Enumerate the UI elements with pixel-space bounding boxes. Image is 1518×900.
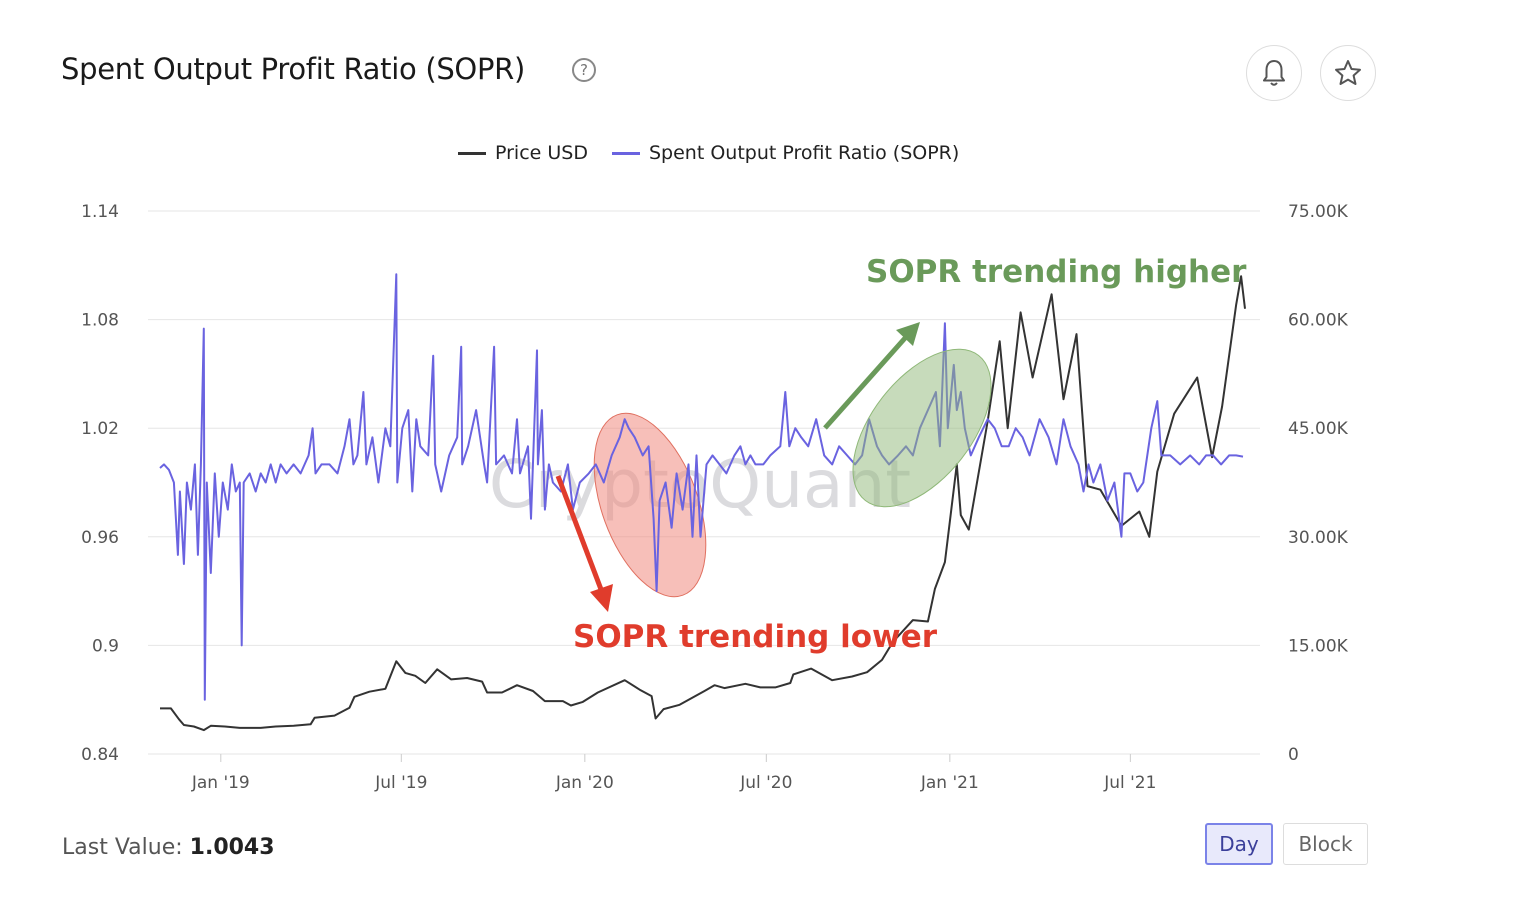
annotation-ellipse-higher xyxy=(852,348,992,508)
y-right-tick-label: 0 xyxy=(1288,745,1299,765)
chart-legend: Price USD Spent Output Profit Ratio (SOP… xyxy=(458,142,983,164)
favorite-button[interactable] xyxy=(1320,45,1376,101)
question-circle-icon[interactable]: ? xyxy=(572,58,596,82)
x-tick-label: Jan '20 xyxy=(555,773,614,793)
annotation-text-higher: SOPR trending higher xyxy=(866,254,1247,290)
y-right-tick-label: 75.00K xyxy=(1288,202,1349,222)
resolution-day-button[interactable]: Day xyxy=(1205,823,1273,865)
y-left-tick-label: 0.9 xyxy=(92,636,119,656)
y-left-tick-label: 0.96 xyxy=(81,528,119,548)
legend-item-sopr[interactable]: Spent Output Profit Ratio (SOPR) xyxy=(612,142,959,164)
annotation-arrow-higher xyxy=(823,322,920,430)
legend-label-sopr: Spent Output Profit Ratio (SOPR) xyxy=(649,142,960,164)
y-right-tick-label: 15.00K xyxy=(1288,636,1349,656)
resolution-block-button[interactable]: Block xyxy=(1283,823,1368,865)
annotation-text-lower: SOPR trending lower xyxy=(573,619,938,655)
x-tick-label: Jan '19 xyxy=(191,773,250,793)
bell-icon xyxy=(1263,60,1285,86)
series-line-sopr[interactable] xyxy=(159,273,1244,701)
last-value: Last Value: 1.0043 xyxy=(62,835,275,860)
series-line-price-usd[interactable] xyxy=(160,275,1246,732)
last-value-number: 1.0043 xyxy=(189,835,275,860)
x-tick-label: Jan '21 xyxy=(920,773,979,793)
x-tick-label: Jul '21 xyxy=(1103,773,1156,793)
star-icon xyxy=(1335,60,1361,85)
y-left-tick-label: 1.14 xyxy=(81,202,119,222)
annotation-arrow-lower xyxy=(555,475,613,612)
legend-label-price: Price USD xyxy=(495,142,588,164)
legend-swatch-price xyxy=(458,151,486,155)
alert-button[interactable] xyxy=(1246,45,1302,101)
y-right-tick-label: 60.00K xyxy=(1288,311,1349,331)
page-title: Spent Output Profit Ratio (SOPR) xyxy=(61,52,526,86)
legend-swatch-sopr xyxy=(612,151,640,155)
last-value-label: Last Value: xyxy=(62,835,183,860)
y-right-tick-label: 45.00K xyxy=(1288,419,1349,439)
y-left-tick-label: 0.84 xyxy=(81,745,119,765)
legend-item-price[interactable]: Price USD xyxy=(458,142,588,164)
y-left-tick-label: 1.02 xyxy=(81,419,119,439)
y-right-tick-label: 30.00K xyxy=(1288,528,1349,548)
x-tick-label: Jul '20 xyxy=(739,773,792,793)
x-tick-label: Jul '19 xyxy=(374,773,427,793)
y-left-tick-label: 1.08 xyxy=(81,311,119,331)
